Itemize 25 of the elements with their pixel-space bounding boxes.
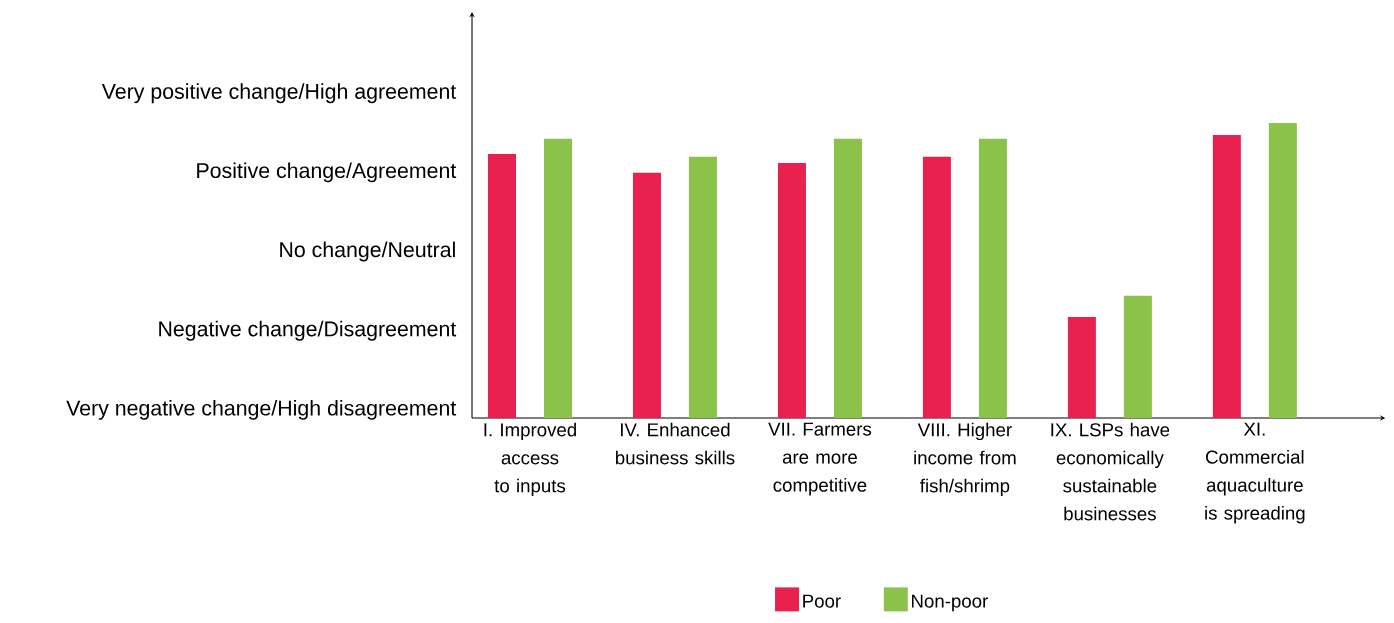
x-tick-label: VII. Farmers are more competitive (768, 422, 872, 496)
bar (1268, 122, 1297, 418)
text: No change/Neutral (280, 241, 455, 262)
x-tick-label: VIII. Higher income from fish/shrimp (914, 422, 1016, 497)
bar (1212, 135, 1241, 418)
bar (777, 163, 806, 418)
bar (688, 156, 717, 418)
legend-label: Poor (803, 594, 841, 608)
bar (1067, 317, 1096, 418)
bar (922, 156, 951, 418)
x-tick-label: IV. Enhanced business skills (616, 422, 735, 465)
text: Very positive change/High agreement (101, 83, 457, 104)
bar (833, 138, 862, 418)
x-tick-label: XI. Commercial aquaculture is spreading (1205, 422, 1305, 524)
text: Negative change/Disagreement (159, 320, 457, 341)
legend-label: Non-poor (912, 594, 988, 612)
x-tick-label: I. Improved access to inputs (484, 422, 576, 497)
x-tick-label: IX. LSPs have economically sustainable businesses (1051, 422, 1170, 521)
text: Positive change/Agreement (197, 162, 457, 183)
bar (544, 138, 572, 418)
bar (1123, 295, 1152, 418)
bar (488, 153, 516, 418)
bar (978, 138, 1007, 418)
bar (632, 172, 661, 418)
text: Very negative change/High disagreement (66, 399, 457, 420)
